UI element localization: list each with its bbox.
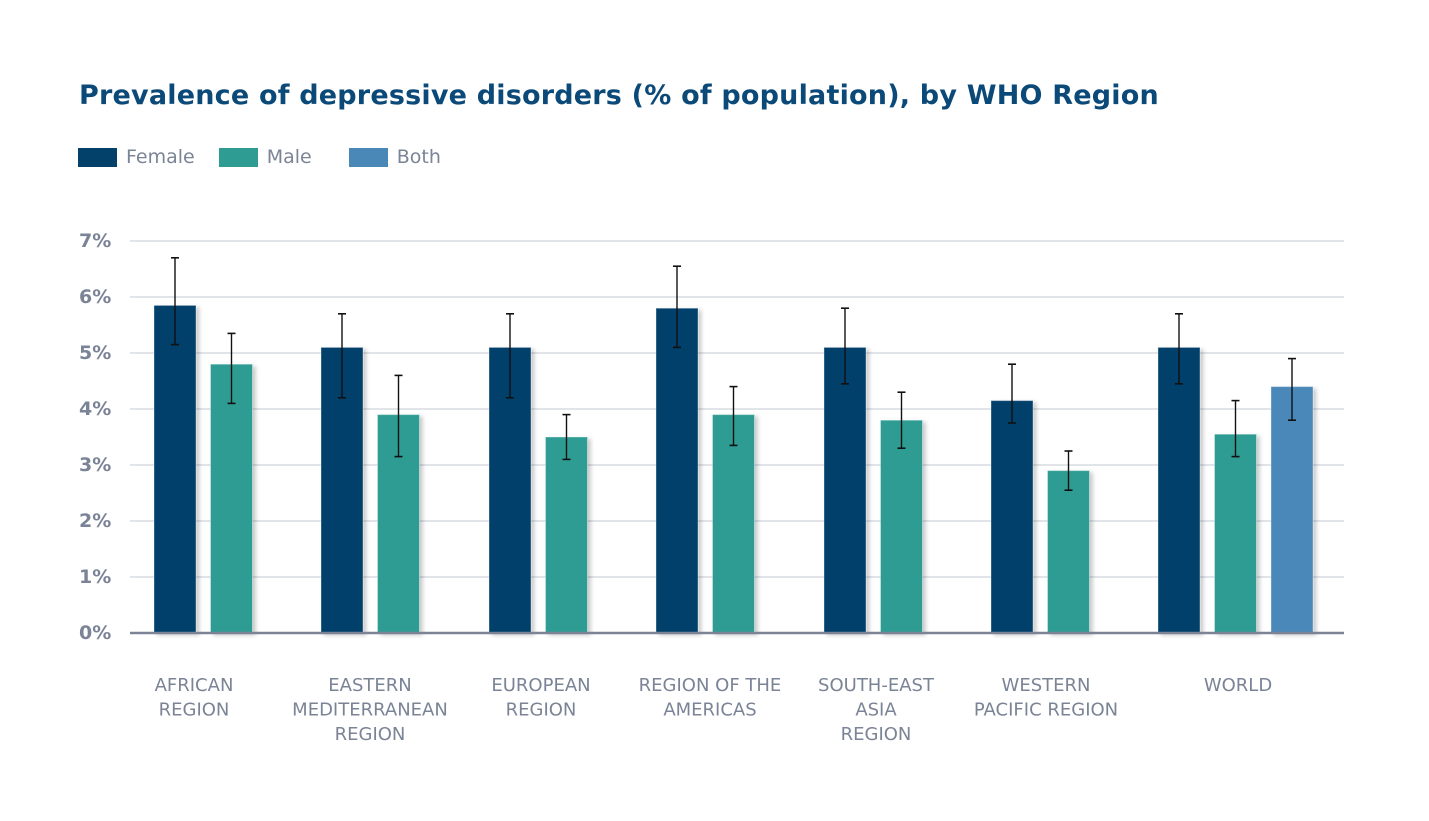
legend-swatch-male [218, 147, 258, 167]
bar-male [1047, 470, 1090, 634]
error-bar [506, 312, 514, 399]
bar-male [880, 419, 923, 634]
bars [153, 304, 1314, 634]
y-axis-ticks: 0% 1% 2% 3% 4% 5% 6% 7% [79, 230, 111, 644]
legend-item-female: Female [78, 146, 195, 168]
error-bar [841, 307, 849, 385]
y-tick-label: 0% [79, 622, 111, 644]
bar-female [1157, 346, 1201, 634]
error-bar [729, 385, 738, 447]
y-tick-label: 2% [79, 510, 111, 532]
error-bar [394, 374, 403, 458]
x-category-label: AMERICAS [663, 700, 756, 721]
error-bar [562, 413, 571, 461]
x-category-label: PACIFIC REGION [974, 700, 1118, 721]
x-category-label: EASTERN [328, 675, 411, 696]
bar-male [1214, 433, 1257, 634]
chart-title: Prevalence of depressive disorders (% of… [79, 80, 1159, 111]
y-tick-label: 1% [79, 566, 111, 588]
error-bar [1008, 363, 1016, 424]
bar-female [153, 304, 197, 634]
error-bar [673, 265, 681, 349]
x-category-label: REGION [335, 724, 406, 745]
bar-female [990, 400, 1034, 634]
bar-male [712, 414, 755, 634]
bar-both [1270, 386, 1314, 634]
error-bars [171, 256, 1296, 492]
x-category-label: REGION [506, 700, 577, 721]
legend-label-both: Both [396, 146, 441, 168]
x-category-label: REGION [841, 724, 912, 745]
legend-item-male: Male [218, 146, 312, 168]
x-category-label: SOUTH-EAST [818, 675, 935, 696]
legend-swatch-female [78, 147, 117, 167]
y-tick-label: 3% [79, 454, 111, 476]
error-bar [1064, 450, 1073, 492]
x-category-label: ASIA [855, 700, 897, 721]
x-category-label: WESTERN [1002, 675, 1091, 696]
y-tick-label: 7% [79, 230, 111, 252]
y-tick-label: 4% [79, 398, 111, 420]
bar-male [545, 436, 588, 634]
error-bar [897, 391, 906, 450]
x-category-label: REGION [159, 700, 230, 721]
error-bar [1231, 399, 1240, 458]
error-bar [227, 332, 236, 405]
bar-female [823, 346, 867, 634]
error-bar [171, 256, 179, 346]
bar-female [655, 307, 699, 634]
error-bar [1288, 357, 1296, 422]
x-category-label: MEDITERRANEAN [292, 700, 448, 721]
bar-male [210, 363, 253, 634]
legend: Female Male Both [78, 146, 465, 168]
x-category-label: WORLD [1204, 675, 1272, 696]
y-tick-label: 5% [79, 342, 111, 364]
x-category-label: REGION OF THE [639, 675, 782, 696]
x-axis-labels: AFRICAN REGION EASTERN MEDITERRANEAN REGION E… [155, 675, 1273, 745]
legend-label-female: Female [126, 146, 195, 168]
error-bar [1175, 312, 1183, 385]
x-category-label: EUROPEAN [491, 675, 590, 696]
y-tick-label: 6% [79, 286, 111, 308]
legend-item-both: Both [348, 146, 441, 168]
x-category-label: AFRICAN [155, 675, 234, 696]
legend-swatch-both [348, 147, 388, 167]
legend-label-male: Male [266, 146, 312, 168]
error-bar [338, 312, 346, 399]
